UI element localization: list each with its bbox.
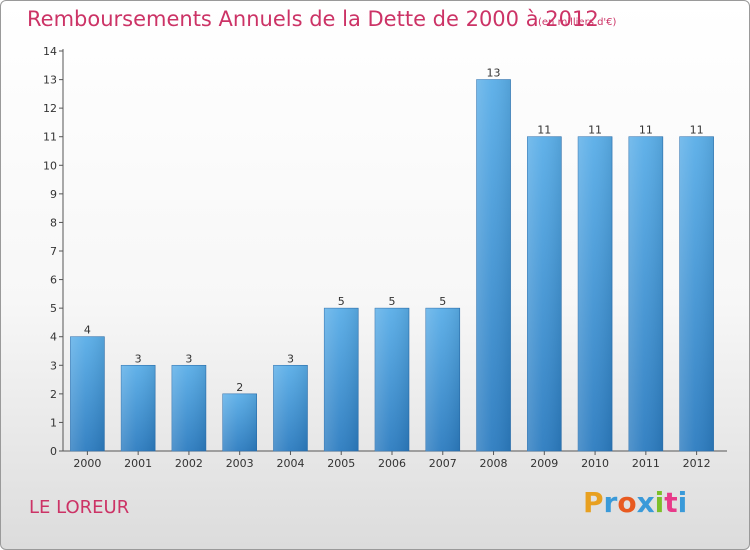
y-tick-label: 2 [50, 388, 57, 401]
y-tick-label: 1 [50, 416, 57, 429]
x-tick-label: 2007 [429, 457, 457, 470]
logo-letter: r [603, 486, 618, 519]
data-label: 13 [487, 67, 501, 80]
y-tick-label: 0 [50, 445, 57, 458]
data-labels: 4 3 3 2 3 5 5 5 13 11 11 11 11 [84, 67, 704, 394]
y-tick-label: 10 [43, 159, 57, 172]
data-label: 3 [287, 352, 294, 365]
data-label: 2 [236, 381, 243, 394]
y-tick-label: 14 [43, 45, 57, 58]
bar-shine [324, 308, 359, 451]
x-tick-label: 2000 [73, 457, 101, 470]
x-tick-label: 2002 [175, 457, 203, 470]
logo-letter: x [636, 486, 655, 519]
data-label: 5 [439, 295, 446, 308]
bar-shine [222, 393, 257, 451]
y-tick-label: 9 [50, 188, 57, 201]
data-label: 5 [389, 295, 396, 308]
data-label: 11 [690, 124, 704, 137]
logo-letter: P [583, 486, 604, 519]
y-tick-label: 5 [50, 302, 57, 315]
y-tick-label: 7 [50, 245, 57, 258]
data-label: 11 [537, 124, 551, 137]
logo-letter: i [677, 486, 688, 519]
y-tick-label: 4 [50, 331, 57, 344]
x-tick-label: 2003 [226, 457, 254, 470]
data-label: 11 [639, 124, 653, 137]
y-tick-label: 8 [50, 216, 57, 229]
bar-shine [476, 79, 511, 452]
bars [70, 79, 714, 452]
x-tick-label: 2012 [683, 457, 711, 470]
bar-shine [171, 365, 206, 451]
bar-shine [70, 336, 105, 451]
x-tick-label: 2006 [378, 457, 406, 470]
bar-shine [679, 136, 714, 451]
y-tick-label: 13 [43, 74, 57, 87]
x-tick-label: 2001 [124, 457, 152, 470]
x-axis: 2000 2001 2002 2003 2004 2005 2006 2007 2008 2009… [63, 450, 727, 470]
bar-shine [121, 365, 156, 451]
bar-shine [527, 136, 562, 451]
chart-subtitle: (en milliers d'€) [538, 17, 617, 28]
bar-shine [273, 365, 308, 451]
data-label: 5 [338, 295, 345, 308]
x-tick-label: 2004 [276, 457, 304, 470]
x-tick-label: 2005 [327, 457, 355, 470]
proxiti-logo[interactable]: Proxiti [583, 486, 687, 519]
y-tick-label: 6 [50, 274, 57, 287]
bar-shine [578, 136, 613, 451]
bar-shine [628, 136, 663, 451]
data-label: 4 [84, 324, 91, 337]
x-tick-label: 2008 [480, 457, 508, 470]
x-tick-label: 2010 [581, 457, 609, 470]
y-tick-label: 11 [43, 131, 57, 144]
x-tick-label: 2009 [530, 457, 558, 470]
data-label: 3 [135, 352, 142, 365]
bar-shine [425, 308, 460, 451]
y-tick-label: 12 [43, 102, 57, 115]
data-label: 3 [185, 352, 192, 365]
city-name: LE LOREUR [29, 497, 130, 518]
data-label: 11 [588, 124, 602, 137]
logo-letter: o [617, 486, 637, 519]
logo-letter: i [654, 486, 665, 519]
logo-letter: t [664, 486, 678, 519]
chart-title: Remboursements Annuels de la Dette de 20… [27, 7, 599, 31]
x-tick-label: 2011 [632, 457, 660, 470]
y-tick-label: 3 [50, 359, 57, 372]
bar-shine [375, 308, 409, 451]
